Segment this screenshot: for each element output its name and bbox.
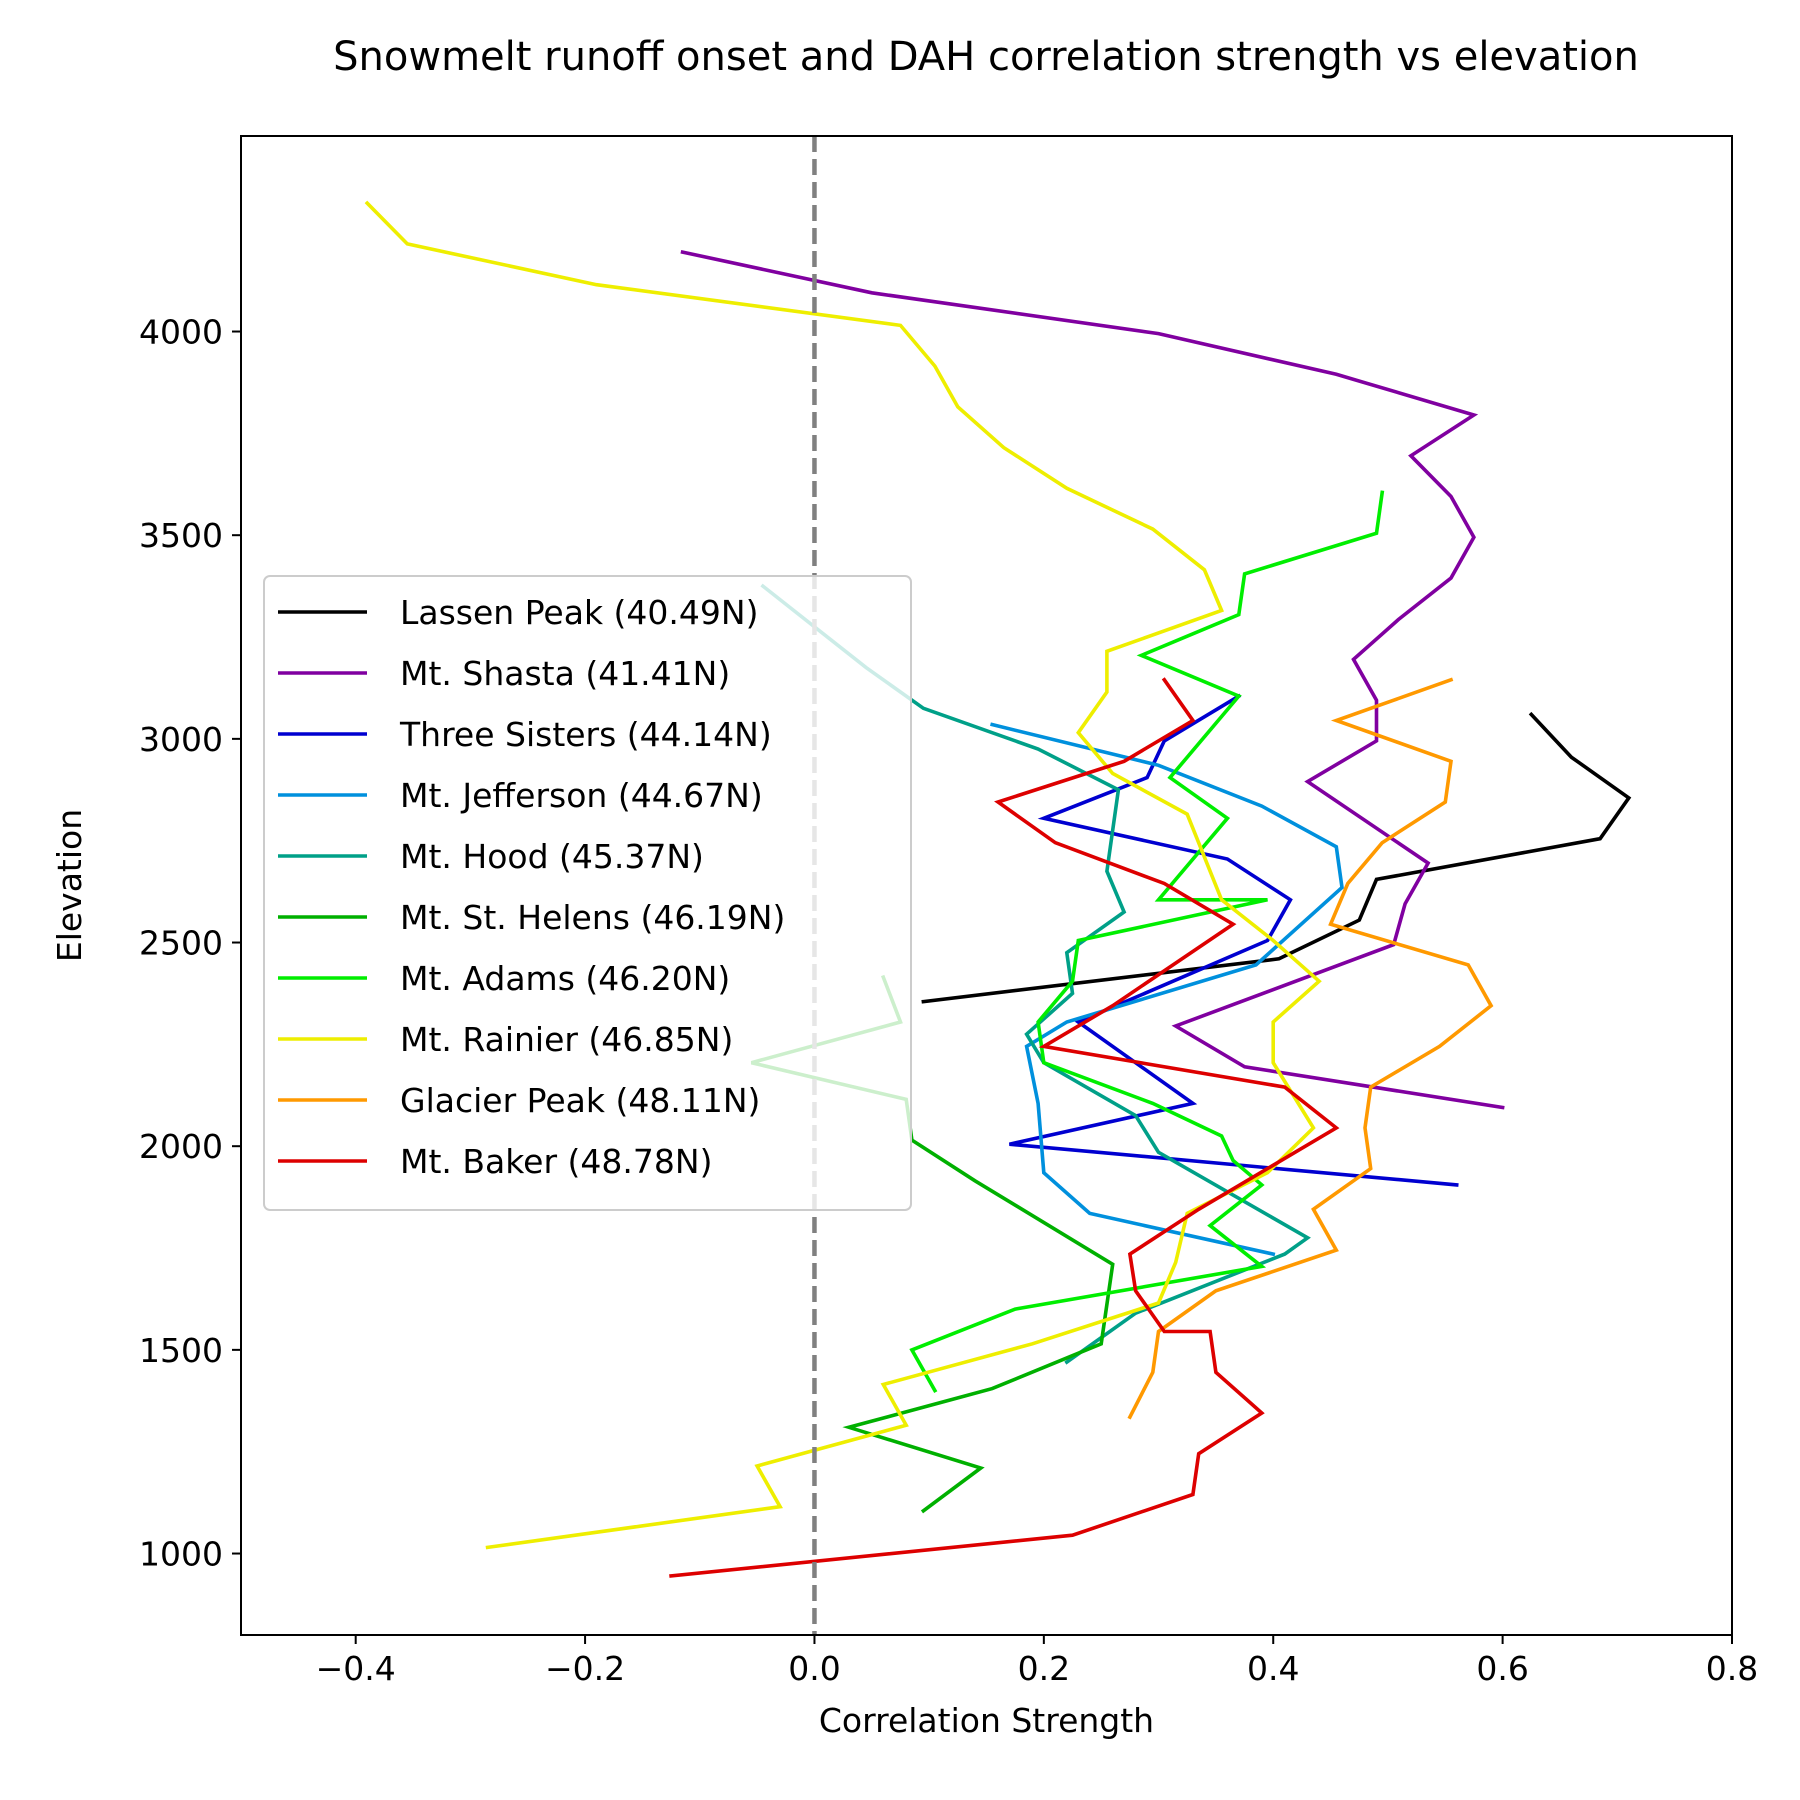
x-tick-label: 0.0	[788, 1649, 840, 1688]
y-axis-label: Elevation	[50, 809, 89, 962]
legend-entry-label: Mt. Baker (48.78N)	[400, 1142, 712, 1181]
y-tick-label: 2000	[139, 1127, 223, 1166]
x-tick-label: 0.8	[1706, 1649, 1758, 1688]
legend-entry-label: Mt. Shasta (41.41N)	[400, 654, 730, 693]
chart-title: Snowmelt runoff onset and DAH correlatio…	[333, 34, 1639, 80]
legend-entry-label: Mt. Adams (46.20N)	[400, 959, 730, 998]
series-layer	[364, 200, 1632, 1578]
series-line-9	[669, 677, 1340, 1578]
plot-frame	[240, 135, 1733, 1636]
y-tick-label: 4000	[139, 313, 223, 352]
series-line-4	[760, 583, 1311, 1365]
x-axis: −0.4 −0.2 0.0 0.2 0.4 0.6 0.8	[316, 1635, 1758, 1688]
legend-entry-label: Three Sisters (44.14N)	[399, 715, 772, 754]
legend-entry-label: Mt. Hood (45.37N)	[400, 837, 704, 876]
legend-box	[263, 575, 912, 1211]
y-tick-label: 3500	[139, 516, 223, 555]
legend-entry-label: Mt. Jefferson (44.67N)	[400, 776, 763, 815]
series-line-8	[1127, 677, 1494, 1420]
y-tick-label: 3000	[139, 720, 223, 759]
series-line-7	[364, 200, 1322, 1550]
y-tick-label: 2500	[139, 924, 223, 963]
legend-entry-label: Glacier Peak (48.11N)	[400, 1081, 760, 1120]
series-line-0	[921, 711, 1632, 1004]
legend-entry-label: Lassen Peak (40.49N)	[400, 593, 758, 632]
x-tick-label: 0.6	[1476, 1649, 1528, 1688]
series-line-3	[990, 722, 1344, 1257]
x-axis-label: Correlation Strength	[819, 1701, 1154, 1740]
y-axis: 1000 1500 2000 2500 3000 3500 4000	[139, 313, 241, 1574]
y-tick-label: 1000	[139, 1535, 223, 1574]
legend-entry-label: Mt. Rainier (46.85N)	[400, 1020, 733, 1059]
y-tick-label: 1500	[139, 1331, 223, 1370]
series-line-6	[909, 490, 1385, 1394]
x-tick-label: −0.2	[545, 1649, 625, 1688]
x-tick-label: −0.4	[316, 1649, 396, 1688]
legend: Lassen Peak (40.49N) Mt. Shasta (41.41N) T…	[263, 575, 912, 1211]
x-tick-label: 0.2	[1018, 1649, 1070, 1688]
x-tick-label: 0.4	[1247, 1649, 1299, 1688]
series-line-1	[680, 249, 1505, 1110]
legend-entry-label: Mt. St. Helens (46.19N)	[400, 898, 785, 937]
